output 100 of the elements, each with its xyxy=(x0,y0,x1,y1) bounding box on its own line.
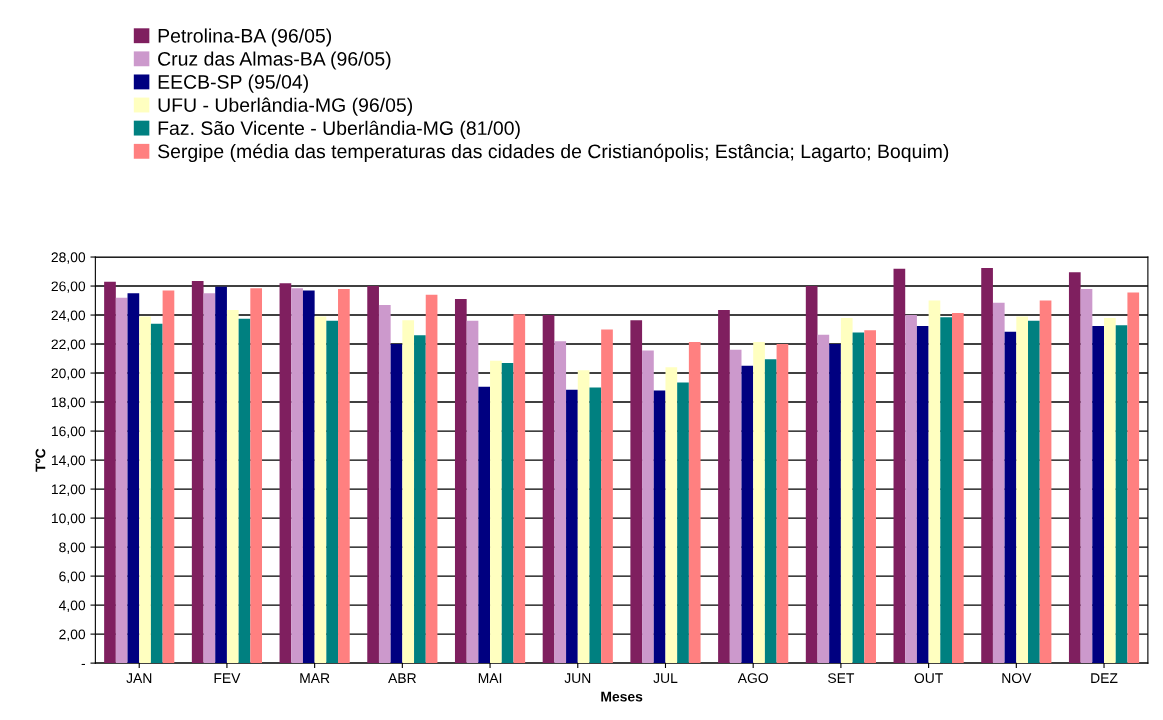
x-tick-label: SET xyxy=(828,673,855,684)
bar xyxy=(162,290,175,664)
bar xyxy=(753,341,765,664)
bar xyxy=(1115,325,1128,664)
bar xyxy=(577,370,590,664)
bar xyxy=(829,344,841,664)
legend-label: Sergipe (média das temperaturas das cidades de Cristianópolis; Estância; Lagarto; Boquim) xyxy=(158,143,949,163)
y-tick-label: 16,00 xyxy=(51,426,86,438)
bar xyxy=(215,286,227,664)
bar xyxy=(1127,292,1140,664)
bar xyxy=(665,367,678,664)
y-tick-label: 24,00 xyxy=(51,310,86,322)
y-tick-label: 10,00 xyxy=(51,513,86,525)
y-tick-label: 8,00 xyxy=(59,542,86,554)
bar xyxy=(478,386,491,664)
bar xyxy=(992,302,1005,664)
bar xyxy=(326,320,339,664)
bar xyxy=(916,325,929,664)
x-tick-label: OUT xyxy=(914,673,943,684)
bar xyxy=(127,293,140,664)
bar xyxy=(1104,317,1116,664)
y-axis-title: TºC xyxy=(35,448,46,472)
y-tick-label: - xyxy=(81,663,86,666)
bar xyxy=(104,281,116,664)
y-tick-label: 22,00 xyxy=(51,339,86,351)
bar xyxy=(905,315,917,664)
bar xyxy=(601,329,613,664)
bar xyxy=(150,323,163,664)
x-tick-label: JUL xyxy=(653,673,678,684)
x-tick-label: MAR xyxy=(300,673,330,683)
bar xyxy=(454,299,467,664)
legend-label: Faz. São Vicente - Uberlândia-MG (81/00) xyxy=(158,120,520,139)
bar xyxy=(390,344,403,664)
bar xyxy=(981,267,993,664)
bar xyxy=(630,320,643,664)
bar xyxy=(718,309,730,664)
bar xyxy=(1016,316,1029,664)
legend-label: Petrolina-BA (96/05) xyxy=(158,28,332,47)
bar xyxy=(490,360,502,664)
bar xyxy=(589,387,602,664)
x-tick-label: FEV xyxy=(214,673,241,683)
bar xyxy=(653,390,666,664)
bar xyxy=(402,320,415,664)
bar xyxy=(302,290,315,664)
bar xyxy=(279,283,292,664)
x-tick-label: JAN xyxy=(126,673,152,684)
bar xyxy=(554,341,567,664)
bar xyxy=(840,317,853,664)
bar xyxy=(864,330,876,664)
bar xyxy=(226,309,239,664)
y-tick-label: 6,00 xyxy=(59,571,86,583)
bar xyxy=(893,268,906,664)
bar xyxy=(314,316,327,664)
bar xyxy=(367,286,379,664)
legend-label: Cruz das Almas-BA (96/05) xyxy=(158,51,391,70)
legend-label: UFU - Uberlândia-MG (96/05) xyxy=(158,97,413,116)
bar xyxy=(741,365,754,664)
x-tick-label: MAI xyxy=(478,673,502,683)
bar xyxy=(115,297,128,664)
bar xyxy=(291,288,303,664)
bar xyxy=(940,317,952,664)
x-axis-title: Meses xyxy=(601,691,643,702)
bar xyxy=(729,349,742,664)
y-tick-label: 4,00 xyxy=(58,600,86,612)
legend-label: EECB-SP (95/04) xyxy=(158,74,308,93)
bar xyxy=(1080,288,1093,664)
y-tick-label: 14,00 xyxy=(51,455,86,467)
bar xyxy=(1039,300,1052,664)
bar xyxy=(338,288,350,664)
bar xyxy=(928,300,941,664)
bar xyxy=(677,382,689,664)
bar xyxy=(542,315,555,664)
y-tick-label: 18,00 xyxy=(51,397,86,409)
bar xyxy=(764,359,777,664)
bar xyxy=(805,286,818,664)
bar xyxy=(203,293,216,664)
y-tick-label: 2,00 xyxy=(59,629,86,641)
bar xyxy=(1068,272,1081,664)
bar xyxy=(1004,331,1017,664)
bar xyxy=(817,334,830,664)
x-tick-label: NOV xyxy=(1002,673,1032,684)
y-tick-label: 12,00 xyxy=(51,484,86,496)
bar xyxy=(852,332,865,664)
bar xyxy=(688,341,701,664)
bar xyxy=(513,314,526,664)
bar xyxy=(952,312,964,664)
y-tick-label: 20,00 xyxy=(51,368,86,380)
bar xyxy=(414,335,426,664)
y-tick-label: 26,00 xyxy=(51,281,86,293)
bar xyxy=(501,362,514,664)
bar xyxy=(1092,325,1105,664)
bar xyxy=(566,389,578,664)
bar xyxy=(642,350,654,664)
bar xyxy=(1028,320,1040,664)
x-tick-label: DEZ xyxy=(1091,673,1118,683)
bar xyxy=(776,344,789,664)
x-tick-label: JUN xyxy=(564,673,591,684)
bar xyxy=(139,316,151,664)
bar xyxy=(250,288,263,664)
bar xyxy=(425,294,438,664)
